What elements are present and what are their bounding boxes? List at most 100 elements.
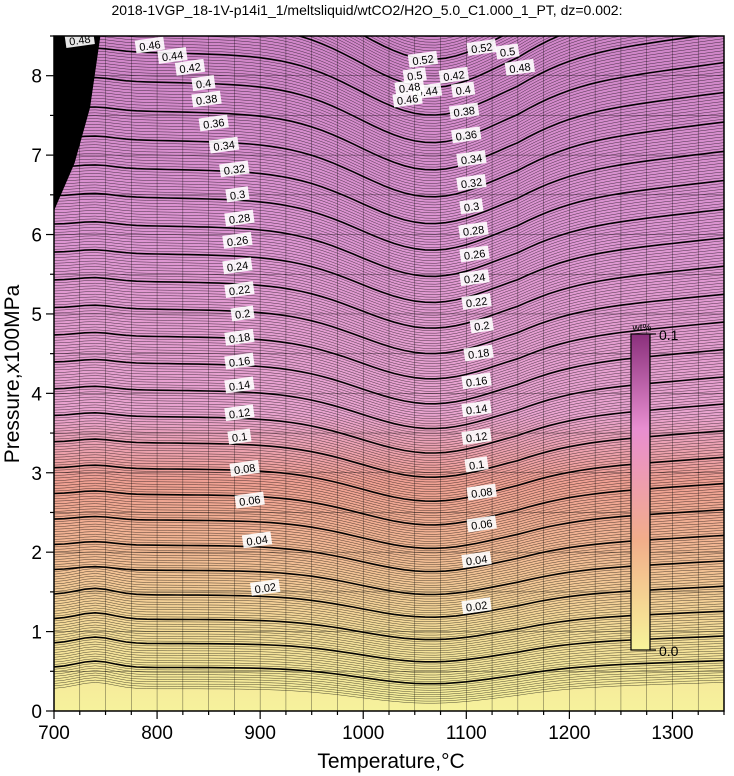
contour-label: 0.24 bbox=[459, 269, 490, 287]
contour-label-text: 0.42 bbox=[179, 61, 202, 76]
contour-label-text: 0.36 bbox=[202, 117, 225, 132]
contour-label-text: 0.12 bbox=[465, 431, 488, 446]
contour-label-box bbox=[222, 231, 253, 249]
contour-label-box bbox=[224, 281, 255, 299]
contour-label-box bbox=[407, 50, 439, 68]
contour-label-box bbox=[456, 150, 487, 168]
contour-label-box bbox=[230, 305, 255, 322]
contour-label-box bbox=[174, 58, 206, 76]
contour-label-text: 0.2 bbox=[474, 320, 491, 334]
contour-labels: 0.02 0.04 0.06 0.08 0.1 0.12 0.14 0.16 0.18 0.2 0.… bbox=[64, 36, 535, 615]
contour-label-text: 0.1 bbox=[231, 431, 248, 445]
y-tick-label: 7 bbox=[31, 146, 42, 167]
contour-label: 0.06 bbox=[234, 491, 265, 509]
contour-label: 0.52 bbox=[466, 38, 497, 56]
contour-label-box bbox=[229, 459, 260, 477]
contour-label-text: 0.22 bbox=[228, 284, 251, 299]
contour-label: 0.52 bbox=[407, 50, 439, 68]
contour-label-box bbox=[438, 66, 469, 84]
contour-label: 0.32 bbox=[456, 173, 487, 191]
contour-label-box bbox=[504, 58, 535, 76]
contour-label-box bbox=[464, 456, 489, 473]
plot-area: 0.020.040.060.080.10.120.140.160.180.20.… bbox=[31, 35, 725, 744]
contour-label: 0.5 bbox=[495, 43, 520, 60]
x-tick-label: 1000 bbox=[342, 723, 384, 744]
contour-label-text: 0.44 bbox=[161, 49, 184, 64]
contour-label: 0.38 bbox=[191, 90, 222, 108]
contour-label: 0.28 bbox=[224, 209, 255, 227]
contour-label: 0.48 bbox=[504, 58, 535, 76]
x-tick-label: 1200 bbox=[548, 723, 590, 744]
contour-label-box bbox=[224, 404, 255, 422]
x-axis-title: Temperature,°C bbox=[317, 750, 464, 773]
contour-label: 0.48 bbox=[64, 36, 95, 48]
contour-label: 0.34 bbox=[456, 150, 487, 168]
y-tick-label: 1 bbox=[31, 623, 42, 644]
contour-label-box bbox=[191, 75, 216, 92]
contour-label-box bbox=[224, 352, 255, 370]
colorbar-min-label: 0.0 bbox=[659, 643, 679, 659]
contour-label-text: 0.06 bbox=[238, 494, 261, 509]
x-tick-label: 900 bbox=[244, 723, 276, 744]
contour-label: 0.16 bbox=[461, 372, 492, 390]
contour-label-box bbox=[461, 372, 492, 390]
contour-label-text: 0.28 bbox=[462, 224, 485, 239]
contour-label-box bbox=[191, 90, 222, 108]
contour-label: 0.08 bbox=[229, 459, 260, 477]
contour-label: 0.04 bbox=[461, 551, 492, 569]
contour-label-box bbox=[459, 198, 484, 215]
contour-label-text: 0.22 bbox=[465, 296, 488, 311]
contour-label-box bbox=[134, 36, 165, 54]
contour-label-text: 0.4 bbox=[455, 84, 472, 98]
contour-label-text: 0.26 bbox=[226, 234, 249, 249]
contour-label: 0.46 bbox=[134, 36, 165, 54]
contour-label: 0.3 bbox=[459, 198, 484, 215]
contour-label: 0.1 bbox=[227, 428, 252, 445]
contour-label: 0.32 bbox=[219, 160, 250, 178]
contour-label-text: 0.3 bbox=[229, 189, 246, 203]
contour-label: 0.06 bbox=[466, 515, 497, 533]
contour-label-box bbox=[461, 400, 492, 418]
contour-label-box bbox=[234, 491, 265, 509]
contour-label-text: 0.48 bbox=[509, 61, 532, 76]
contour-label: 0.34 bbox=[208, 136, 240, 154]
contour-label: 0.14 bbox=[461, 400, 492, 418]
contour-label-box bbox=[466, 483, 497, 501]
colorbar-unit: wt% bbox=[632, 323, 652, 334]
contour-label: 0.38 bbox=[448, 102, 480, 120]
contour-label-box bbox=[241, 531, 273, 549]
contour-label-text: 0.52 bbox=[412, 53, 435, 68]
contour-label-box bbox=[458, 221, 489, 239]
contour-label: 0.44 bbox=[157, 46, 188, 64]
contour-label-text: 0.42 bbox=[443, 69, 466, 84]
contour-label-text: 0.34 bbox=[460, 153, 483, 168]
y-tick-label: 8 bbox=[31, 67, 42, 88]
contour-label: 0.2 bbox=[469, 317, 494, 334]
contour-label: 0.48 bbox=[394, 78, 425, 96]
contour-label-text: 0.26 bbox=[463, 248, 486, 263]
y-tick-label: 0 bbox=[31, 702, 42, 723]
contour-label-box bbox=[448, 102, 480, 120]
contour-label: 0.22 bbox=[461, 293, 492, 311]
contour-label-box bbox=[461, 293, 492, 310]
x-tick-label: 700 bbox=[38, 723, 70, 744]
contour-label: 0.42 bbox=[174, 58, 206, 76]
contour-label-text: 0.18 bbox=[467, 347, 490, 362]
contour-label-box bbox=[402, 67, 427, 84]
saturated-region bbox=[54, 36, 101, 211]
contour-layer: 0.02 0.04 0.06 0.08 0.1 0.12 0.14 0.16 0.18 0.2 0.… bbox=[54, 36, 724, 711]
contour-label: 0.14 bbox=[224, 376, 255, 394]
x-tick-label: 800 bbox=[141, 723, 173, 744]
contour-label-box bbox=[461, 428, 492, 445]
contour-label: 0.4 bbox=[191, 75, 216, 92]
contour-label-box bbox=[64, 36, 95, 48]
contour-label-box bbox=[224, 209, 255, 227]
x-tick-label: 1300 bbox=[651, 723, 693, 744]
contour-label-text: 0.18 bbox=[228, 331, 251, 346]
contour-label-text: 0.24 bbox=[226, 260, 249, 275]
contour-label-text: 0.3 bbox=[463, 201, 480, 215]
contour-label: 0.12 bbox=[461, 428, 492, 446]
contour-label: 0.02 bbox=[250, 578, 281, 596]
contour-label-text: 0.16 bbox=[465, 375, 488, 390]
contour-label-box bbox=[466, 38, 497, 56]
